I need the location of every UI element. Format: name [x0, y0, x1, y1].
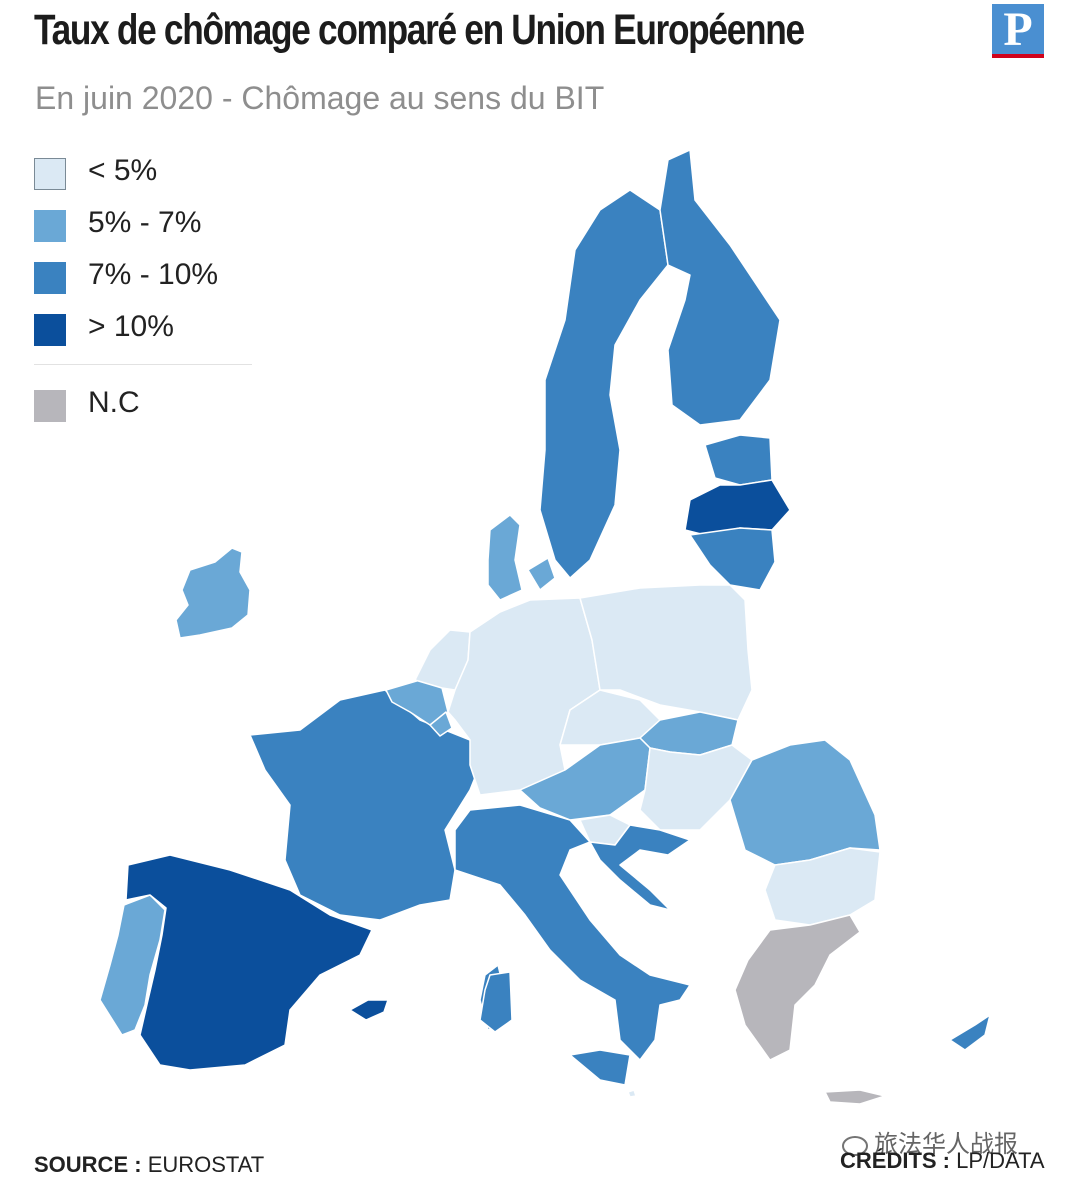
page-title: Taux de chômage comparé en Union Europée…	[34, 6, 805, 54]
region-sicily	[569, 1049, 631, 1086]
legend-swatch-under-5	[34, 158, 66, 190]
legend-label-over-10: > 10%	[88, 310, 174, 343]
map-legend: < 5% 5% - 7% 7% - 10% > 10% N.C	[34, 150, 254, 422]
legend-item-7-10: 7% - 10%	[34, 254, 254, 306]
region-denmark	[487, 514, 556, 601]
region-spain	[125, 854, 373, 1071]
region-croatia	[589, 824, 691, 911]
legend-label-7-10: 7% - 10%	[88, 258, 219, 291]
watermark-text: 旅法华人战报	[874, 1131, 1018, 1158]
legend-item-under-5: < 5%	[34, 150, 254, 202]
region-finland	[659, 149, 781, 426]
region-sweden	[539, 189, 669, 579]
legend-swatch-7-10	[34, 262, 66, 294]
region-poland	[579, 584, 753, 721]
legend-item-nc: N.C	[34, 382, 254, 434]
wechat-icon	[842, 1135, 868, 1156]
region-lithuania	[689, 527, 776, 591]
region-greece	[734, 914, 861, 1061]
region-malta	[627, 1089, 637, 1098]
region-ireland	[175, 547, 251, 639]
source-line: SOURCE : EUROSTAT	[34, 1152, 264, 1178]
legend-label-under-5: < 5%	[88, 154, 158, 187]
legend-swatch-over-10	[34, 314, 66, 346]
legend-swatch-5-7	[34, 210, 66, 242]
credits-label: CRÉDITS :	[840, 1148, 950, 1173]
page-subtitle: En juin 2020 - Chômage au sens du BIT	[35, 80, 605, 116]
region-bulgaria	[764, 847, 881, 926]
region-latvia	[684, 479, 791, 536]
legend-divider	[34, 364, 252, 365]
credits-line: CRÉDITS : LP/DATA	[840, 1148, 1045, 1174]
region-romania	[729, 739, 881, 866]
region-cyprus	[949, 1014, 991, 1051]
source-label: SOURCE :	[34, 1152, 142, 1177]
legend-label-5-7: 5% - 7%	[88, 206, 202, 239]
credits-value: LP/DATA	[956, 1148, 1045, 1173]
wechat-watermark: 旅法华人战报	[842, 1124, 1018, 1159]
logo-letter: P	[1003, 3, 1033, 56]
legend-item-5-7: 5% - 7%	[34, 202, 254, 254]
region-luxembourg	[429, 711, 453, 737]
publisher-logo: P	[992, 3, 1044, 58]
region-italy	[454, 804, 691, 1061]
region-balearic	[349, 999, 389, 1021]
source-value: EUROSTAT	[147, 1152, 265, 1177]
legend-label-nc: N.C	[88, 386, 140, 419]
legend-swatch-nc	[34, 390, 66, 422]
region-portugal	[99, 894, 166, 1036]
region-crete	[824, 1089, 886, 1105]
legend-item-over-10: > 10%	[34, 306, 254, 358]
region-estonia	[704, 434, 773, 486]
region-sardinia	[479, 971, 513, 1033]
